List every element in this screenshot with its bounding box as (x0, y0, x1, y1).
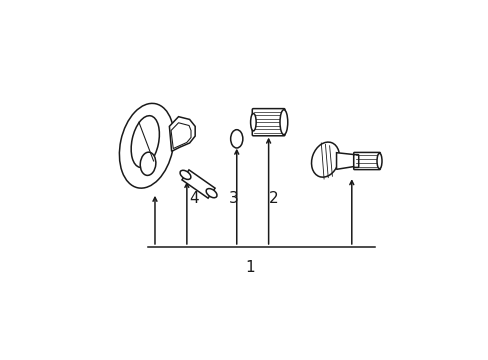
Polygon shape (169, 117, 195, 151)
Text: 3: 3 (229, 191, 238, 206)
Polygon shape (171, 123, 191, 149)
Ellipse shape (250, 113, 256, 131)
Ellipse shape (280, 110, 287, 135)
Ellipse shape (131, 116, 159, 167)
Ellipse shape (206, 189, 217, 198)
Ellipse shape (311, 142, 339, 177)
Polygon shape (336, 153, 357, 169)
Ellipse shape (140, 152, 156, 175)
FancyBboxPatch shape (252, 109, 285, 136)
Text: 1: 1 (245, 260, 255, 275)
FancyBboxPatch shape (353, 152, 380, 170)
Ellipse shape (230, 130, 243, 148)
Text: 2: 2 (269, 191, 279, 206)
Ellipse shape (119, 103, 174, 188)
FancyBboxPatch shape (353, 155, 358, 167)
Ellipse shape (376, 153, 381, 169)
Text: 4: 4 (188, 191, 198, 206)
Polygon shape (182, 170, 215, 198)
Ellipse shape (180, 170, 190, 179)
